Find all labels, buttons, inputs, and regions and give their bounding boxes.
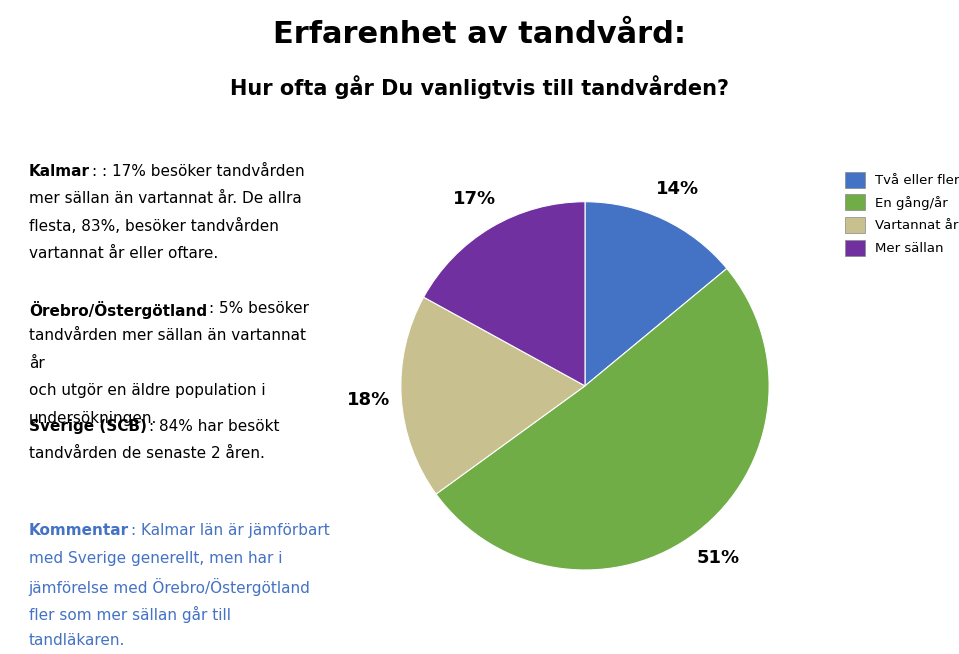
- Text: Erfarenhet av tandvård:: Erfarenhet av tandvård:: [273, 20, 686, 48]
- Text: Kalmar: Kalmar: [29, 164, 90, 179]
- Legend: Två eller flera gånger/år, En gång/år, Vartannat år, Mer sällan: Två eller flera gånger/år, En gång/år, V…: [845, 171, 959, 256]
- Text: och utgör en äldre population i: och utgör en äldre population i: [29, 383, 266, 398]
- Wedge shape: [424, 201, 585, 386]
- Text: : 84% har besökt: : 84% har besökt: [149, 419, 279, 434]
- Text: år: år: [29, 356, 44, 371]
- Text: 51%: 51%: [696, 549, 739, 566]
- Text: tandläkaren.: tandläkaren.: [29, 633, 125, 648]
- Text: Sverige (SCB): Sverige (SCB): [29, 419, 147, 434]
- Text: Kommentar: Kommentar: [29, 523, 129, 538]
- Text: 18%: 18%: [346, 390, 389, 409]
- Text: 14%: 14%: [656, 181, 699, 198]
- Wedge shape: [436, 269, 769, 570]
- Text: Hur ofta går Du vanligtvis till tandvården?: Hur ofta går Du vanligtvis till tandvård…: [230, 75, 729, 99]
- Text: Örebro/Östergötland: Örebro/Östergötland: [29, 301, 207, 319]
- Text: jämförelse med Örebro/Östergötland: jämförelse med Örebro/Östergötland: [29, 578, 311, 596]
- Text: undersökningen.: undersökningen.: [29, 411, 157, 426]
- Text: : 5% besöker: : 5% besöker: [209, 301, 309, 316]
- Text: : Kalmar län är jämförbart: : Kalmar län är jämförbart: [130, 523, 330, 538]
- Text: flesta, 83%, besöker tandvården: flesta, 83%, besöker tandvården: [29, 218, 279, 234]
- Text: fler som mer sällan går till: fler som mer sällan går till: [29, 606, 231, 623]
- Wedge shape: [401, 297, 585, 494]
- Text: tandvården mer sällan än vartannat: tandvården mer sällan än vartannat: [29, 328, 306, 343]
- Text: vartannat år eller oftare.: vartannat år eller oftare.: [29, 246, 218, 261]
- Text: : : 17% besöker tandvården: : : 17% besöker tandvården: [92, 164, 304, 179]
- Text: 17%: 17%: [453, 190, 496, 208]
- Wedge shape: [585, 201, 727, 386]
- Text: med Sverige generellt, men har i: med Sverige generellt, men har i: [29, 551, 282, 566]
- Text: tandvården de senaste 2 åren.: tandvården de senaste 2 åren.: [29, 446, 265, 461]
- Text: mer sällan än vartannat år. De allra: mer sällan än vartannat år. De allra: [29, 191, 301, 206]
